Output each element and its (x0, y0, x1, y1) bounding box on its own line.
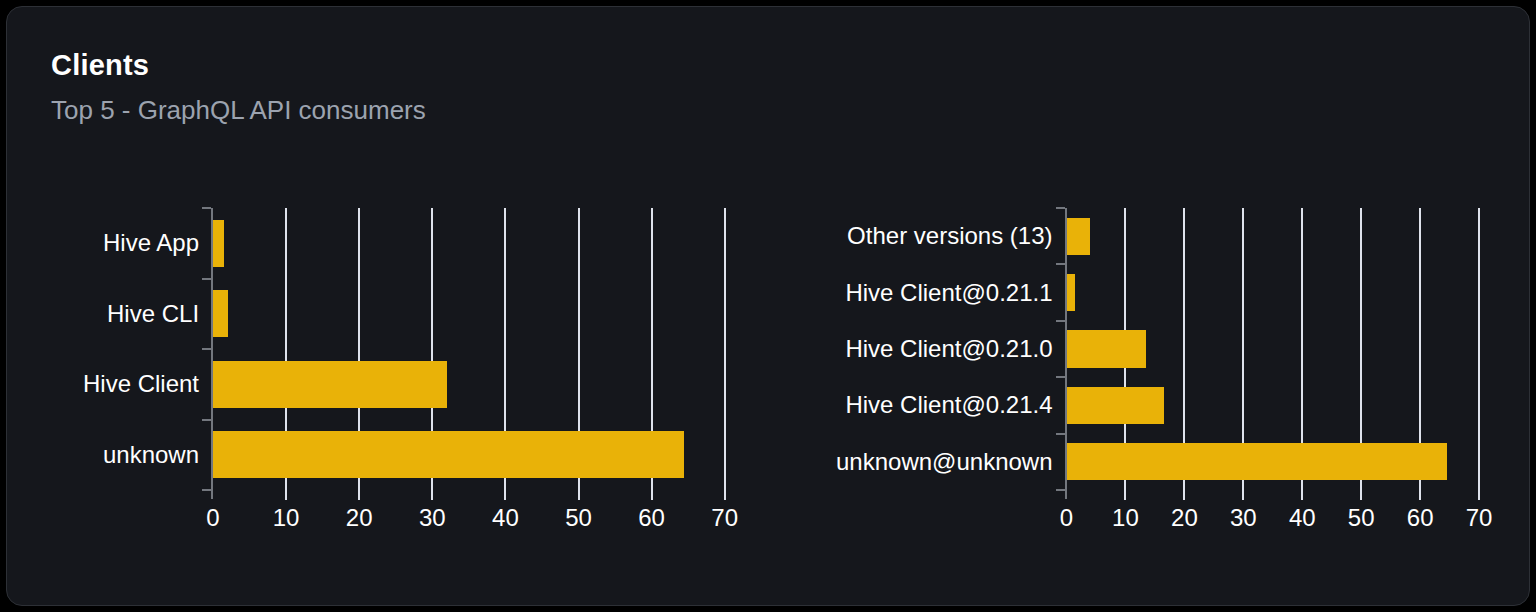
gridline (724, 208, 726, 490)
category-label: Hive CLI (83, 279, 199, 350)
x-tick-label: 70 (711, 504, 738, 532)
x-tick-label: 10 (273, 504, 300, 532)
category-label: Hive App (83, 208, 199, 279)
clients-by-name-chart: Hive AppHive CLIHive Clientunknown0 10 20 3… (83, 208, 732, 542)
y-axis-tick (1056, 433, 1065, 435)
x-axis-labels: 010203040506070 (1067, 490, 1485, 542)
x-tick-label: 60 (638, 504, 665, 532)
panel-title: Clients (51, 47, 1485, 83)
x-tick-label: 10 (1112, 504, 1139, 532)
x-tick-label: 50 (1348, 504, 1375, 532)
plot-area (1067, 208, 1485, 490)
x-tick-label: 20 (346, 504, 373, 532)
x-tick-label: 70 (1466, 504, 1493, 532)
y-axis-tick (202, 278, 211, 280)
bar[interactable] (1067, 218, 1091, 255)
y-axis-tick (202, 207, 211, 209)
plot-area (213, 208, 732, 490)
gridline (1478, 208, 1480, 490)
x-tick-label: 20 (1171, 504, 1198, 532)
y-axis-labels: Hive AppHive CLIHive Clientunknown (83, 208, 199, 490)
x-tick-label: 60 (1407, 504, 1434, 532)
category-label: Hive Client@0.21.0 (836, 321, 1053, 377)
category-label: unknown@unknown (836, 434, 1053, 490)
y-axis-tick (1056, 489, 1065, 491)
category-label: Hive Client@0.21.4 (836, 377, 1053, 433)
x-tick-label: 40 (492, 504, 519, 532)
y-axis-tick (202, 348, 211, 350)
x-tick-label: 40 (1289, 504, 1316, 532)
y-axis-labels: Other versions (13)Hive Client@0.21.1Hiv… (836, 208, 1053, 490)
bar[interactable] (1067, 443, 1447, 480)
bar[interactable] (1067, 387, 1164, 424)
y-axis-tick (1056, 376, 1065, 378)
bar[interactable] (1067, 274, 1076, 311)
x-tick-label: 0 (206, 504, 219, 532)
category-label: Hive Client (83, 349, 199, 420)
y-axis-tick (202, 419, 211, 421)
bar[interactable] (1067, 330, 1147, 367)
x-tick-label: 30 (1230, 504, 1257, 532)
clients-panel: Clients Top 5 - GraphQL API consumers Hi… (6, 6, 1530, 606)
clients-by-version-chart: Other versions (13)Hive Client@0.21.1Hiv… (836, 208, 1485, 542)
category-label: unknown (83, 420, 199, 491)
bar[interactable] (213, 290, 228, 337)
y-axis-line (211, 208, 213, 499)
category-label: Other versions (13) (836, 208, 1053, 264)
bar[interactable] (213, 220, 224, 267)
bar[interactable] (213, 361, 447, 408)
panel-subtitle: Top 5 - GraphQL API consumers (51, 94, 1485, 126)
y-axis-tick (1056, 207, 1065, 209)
x-axis-labels: 010203040506070 (213, 490, 732, 542)
x-tick-label: 50 (565, 504, 592, 532)
category-label: Hive Client@0.21.1 (836, 264, 1053, 320)
bar[interactable] (213, 431, 684, 478)
x-tick-label: 0 (1060, 504, 1073, 532)
y-axis-tick (1056, 263, 1065, 265)
y-axis-line (1065, 208, 1067, 499)
x-tick-label: 30 (419, 504, 446, 532)
y-axis-tick (202, 489, 211, 491)
y-axis-tick (1056, 320, 1065, 322)
charts-row: Hive AppHive CLIHive Clientunknown010203… (51, 208, 1485, 542)
